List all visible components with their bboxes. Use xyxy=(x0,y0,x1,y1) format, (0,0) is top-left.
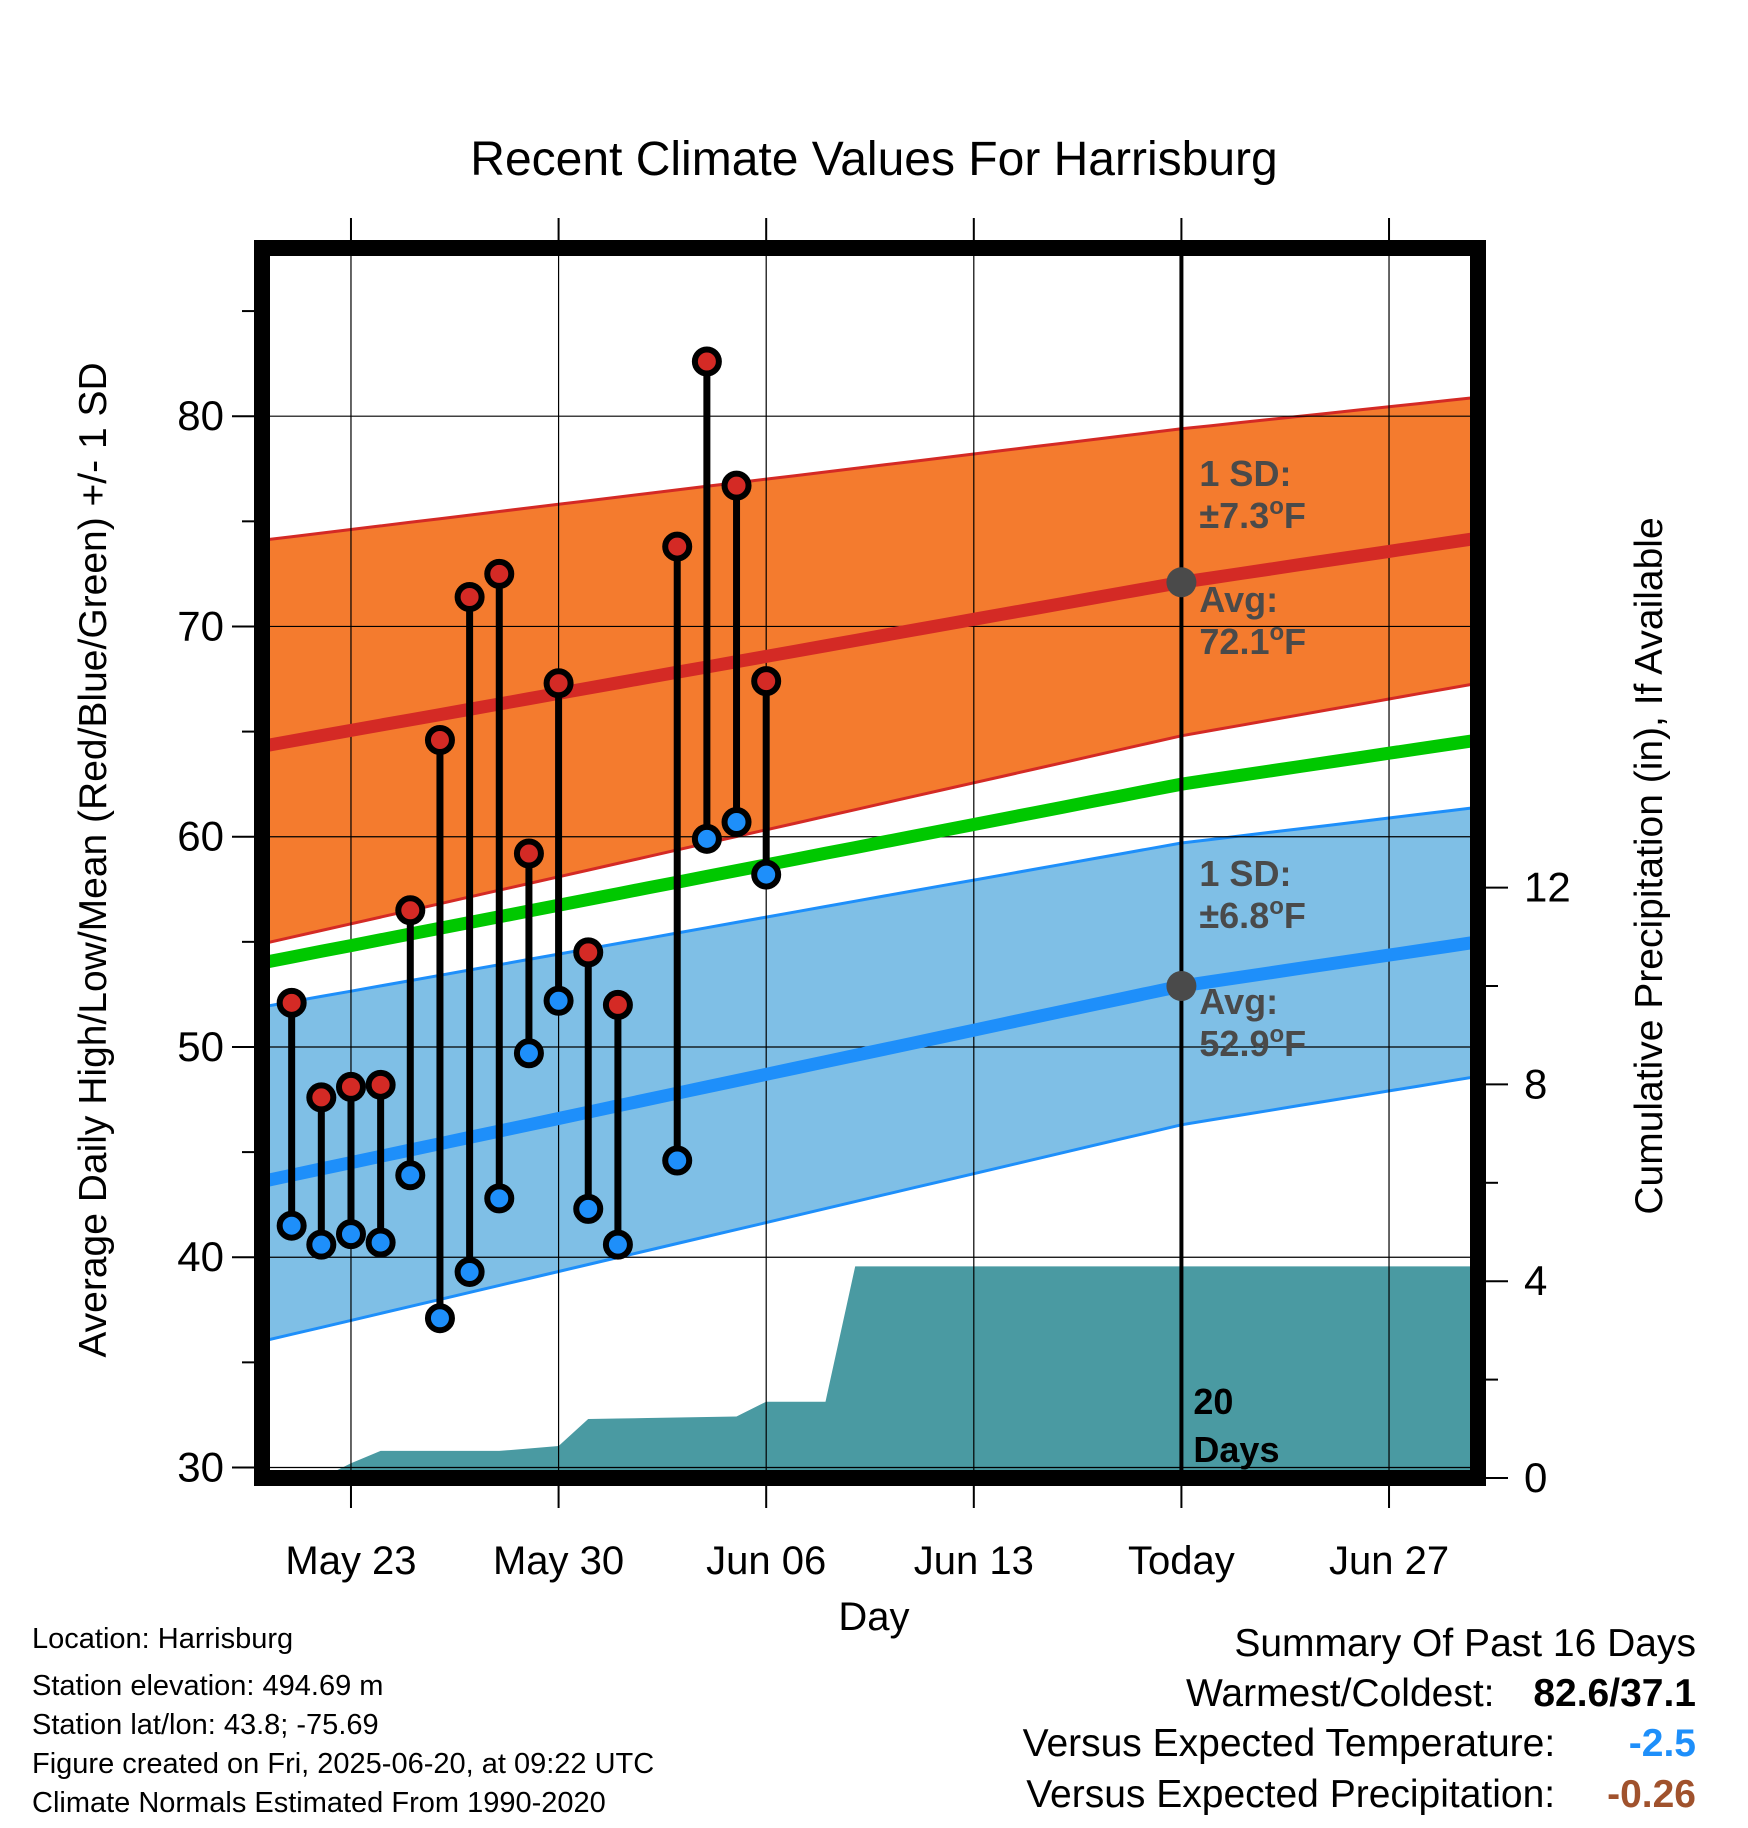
low-avg-label: Avg: xyxy=(1199,981,1278,1022)
summary-title: Summary Of Past 16 Days xyxy=(1234,1622,1696,1665)
temp-value: -2.5 xyxy=(1628,1722,1696,1765)
observed-high-point xyxy=(395,895,426,926)
warm-cold-value: 82.6/37.1 xyxy=(1533,1672,1696,1715)
observed-low-point xyxy=(395,1160,426,1191)
chart-title: Recent Climate Values For Harrisburg xyxy=(470,133,1277,186)
plot-frame xyxy=(254,240,1486,1486)
x-tick-label: May 30 xyxy=(493,1539,624,1583)
normal-high-line xyxy=(262,531,1478,753)
y-tick-label: 50 xyxy=(177,1023,224,1070)
observed-low-point xyxy=(454,1256,485,1287)
info-normals: Climate Normals Estimated From 1990-2020 xyxy=(32,1787,606,1819)
high-lower-edge xyxy=(262,681,1478,946)
high-sd-value: ±7.3oF xyxy=(1199,493,1305,536)
normal-low-line xyxy=(262,935,1478,1188)
observed-high-point xyxy=(751,666,782,697)
precip-area xyxy=(262,1266,1478,1478)
observed-low-point xyxy=(306,1229,337,1260)
low-lower-edge xyxy=(262,1074,1478,1343)
observed-low-point xyxy=(513,1038,544,1069)
low-sd-value: ±6.8oF xyxy=(1199,893,1305,936)
low-sd-label: 1 SD: xyxy=(1199,853,1291,894)
normal-mean-line xyxy=(262,733,1478,970)
info-latlon: Station lat/lon: 43.8; -75.69 xyxy=(32,1709,379,1741)
y-tick-label: 40 xyxy=(177,1233,224,1280)
observed-high-point xyxy=(513,838,544,869)
observed-high-point xyxy=(306,1082,337,1113)
observed-low-point xyxy=(424,1303,455,1334)
observed-low-point xyxy=(662,1145,693,1176)
summary-warm-cold: Warmest/Coldest: 82.6/37.1 xyxy=(1186,1672,1696,1716)
today-high-avg-marker xyxy=(1166,567,1197,598)
info-created: Figure created on Fri, 2025-06-20, at 09… xyxy=(32,1748,655,1780)
plot-inner xyxy=(262,248,1478,1478)
observed-low-point xyxy=(365,1227,396,1258)
y-tick-label: 70 xyxy=(177,602,224,649)
y-tick-label: 30 xyxy=(177,1443,224,1490)
observed-low-point xyxy=(276,1210,307,1241)
y2-axis-label: Cumulative Precipitation (in), If Availa… xyxy=(1628,517,1671,1214)
observed-low-point xyxy=(602,1229,633,1260)
observed-high-point xyxy=(454,582,485,613)
y2-tick-label: 4 xyxy=(1524,1257,1547,1304)
info-location: Location: Harrisburg xyxy=(32,1623,294,1655)
days-count: 20 xyxy=(1193,1381,1233,1422)
precip-label: Versus Expected Precipitation: xyxy=(1026,1773,1556,1816)
observed-high-point xyxy=(543,668,574,699)
observed-low-point xyxy=(484,1183,515,1214)
info-elevation: Station elevation: 494.69 m xyxy=(32,1670,384,1702)
y2-tick-label: 8 xyxy=(1524,1060,1547,1107)
high-avg-value: 72.1oF xyxy=(1199,619,1306,662)
observed-high-point xyxy=(602,989,633,1020)
observed-low-point xyxy=(573,1193,604,1224)
today-low-avg-marker xyxy=(1166,971,1197,1001)
observed-high-point xyxy=(365,1069,396,1100)
days-label: Days xyxy=(1193,1429,1279,1470)
x-tick-label: Today xyxy=(1128,1539,1235,1583)
x-tick-label: Jun 27 xyxy=(1329,1539,1449,1583)
high-sd-band xyxy=(262,397,1478,944)
observed-low-point xyxy=(691,823,722,854)
observed-high-point xyxy=(276,987,307,1018)
precip-value: -0.26 xyxy=(1607,1773,1696,1816)
summary-temp: Versus Expected Temperature: -2.5 xyxy=(1023,1722,1696,1766)
y2-tick-label: 12 xyxy=(1524,864,1571,911)
y-tick-label: 80 xyxy=(177,392,224,439)
observed-high-point xyxy=(662,531,693,562)
observed-high-point xyxy=(484,558,515,589)
x-axis-label: Day xyxy=(838,1595,909,1639)
temp-label: Versus Expected Temperature: xyxy=(1022,1722,1556,1765)
high-sd-label: 1 SD: xyxy=(1199,453,1291,494)
low-upper-edge xyxy=(262,805,1478,1009)
y-axis-label: Average Daily High/Low/Mean (Red/Blue/Gr… xyxy=(72,362,115,1357)
x-tick-label: Jun 13 xyxy=(914,1539,1034,1583)
summary-precip: Versus Expected Precipitation: -0.26 xyxy=(1026,1773,1696,1817)
observed-low-point xyxy=(721,807,752,837)
observed-low-point xyxy=(543,985,574,1016)
low-avg-value: 52.9oF xyxy=(1199,1021,1306,1064)
observed-low-point xyxy=(335,1219,366,1250)
y-tick-label: 60 xyxy=(177,813,224,860)
high-upper-edge xyxy=(262,395,1478,542)
observed-high-point xyxy=(573,937,604,968)
observed-high-point xyxy=(335,1071,366,1102)
x-tick-label: Jun 06 xyxy=(706,1539,826,1583)
high-avg-label: Avg: xyxy=(1199,579,1278,620)
observed-high-point xyxy=(721,470,752,501)
observed-low-point xyxy=(751,859,782,890)
observed-high-point xyxy=(691,346,722,377)
observed-high-point xyxy=(424,725,455,755)
y2-tick-label: 0 xyxy=(1524,1454,1547,1501)
low-sd-band xyxy=(262,807,1478,1342)
x-tick-label: May 23 xyxy=(285,1539,416,1583)
warm-cold-label: Warmest/Coldest: xyxy=(1186,1672,1495,1715)
